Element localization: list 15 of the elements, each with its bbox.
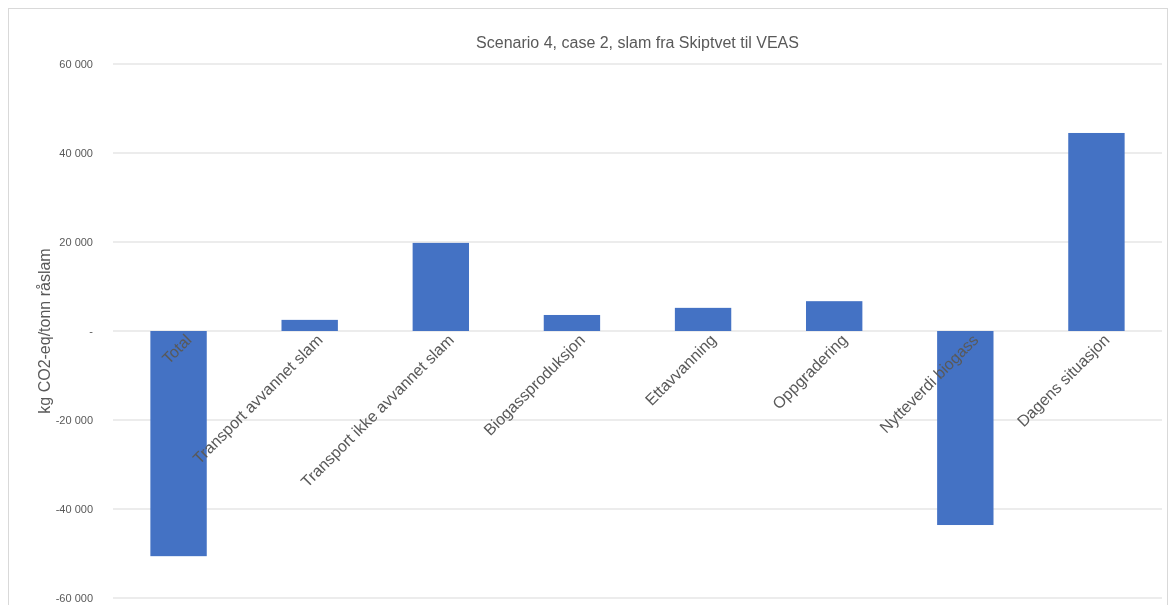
bar [1068,132,1125,331]
y-tick-label: -20 000 [55,414,93,426]
y-tick-label: 20 000 [59,236,93,248]
y-axis-title: kg CO2-eq/tonn råslam [36,248,53,414]
y-tick-label: 40 000 [59,147,93,159]
bar [674,307,732,331]
chart-title: Scenario 4, case 2, slam fra Skiptvet til VEAS [476,34,799,51]
y-tick-label: -60 000 [55,592,93,604]
bar [412,242,469,331]
y-tick-label: -40 000 [55,503,93,515]
y-tick-label: - [89,325,94,337]
y-tick-label: 60 000 [59,58,93,70]
bar [806,301,863,331]
bar [543,314,601,331]
bar [281,319,338,331]
